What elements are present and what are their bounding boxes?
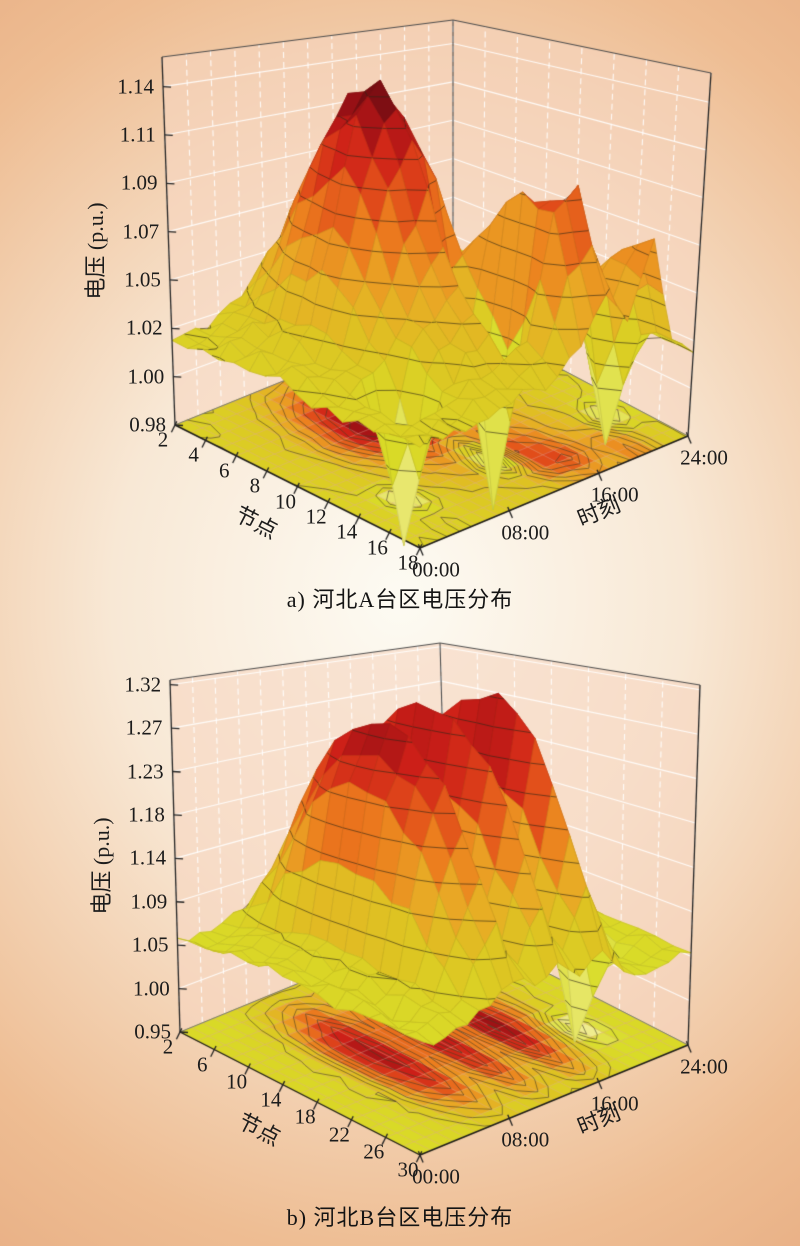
caption-a: a) 河北A台区电压分布 — [286, 587, 514, 612]
caption-b: b) 河北B台区电压分布 — [286, 1205, 514, 1230]
surface-plot-b: 0.95 1.00 1.05 1.09 1.14 1.18 1.23 1.27 1.32 2 6 10… — [0, 625, 800, 1246]
surface-plot-a-canvas — [0, 0, 800, 625]
surface-plot-a: 0.98 1.00 1.02 1.05 1.07 1.09 1.11 1.14 2 4 6 8 10 12… — [0, 0, 800, 625]
surface-plot-b-canvas — [0, 625, 800, 1246]
